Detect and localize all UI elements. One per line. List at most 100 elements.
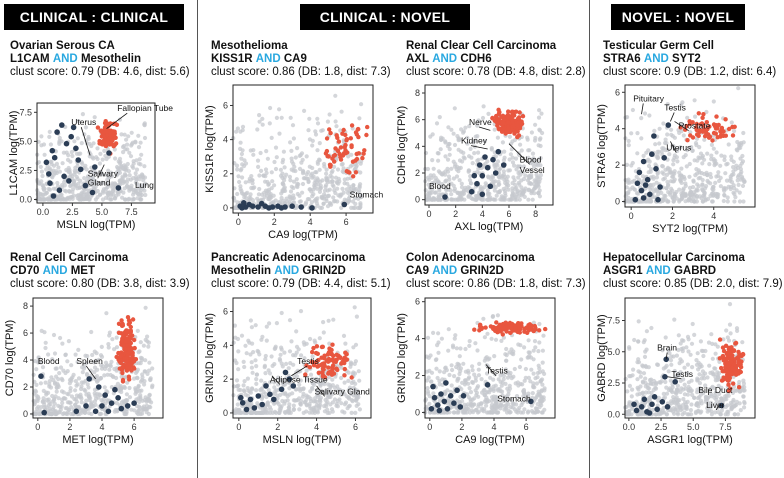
tumor-point [502,117,507,122]
normal-tissue-point [118,405,125,412]
normal-tissue-point [115,185,122,191]
background-point [317,141,322,146]
background-point [34,367,39,372]
background-point [242,158,247,163]
background-point [319,194,324,199]
background-point [56,403,61,408]
cluster-score: clust score: 0.79 (DB: 4.4, dist: 5.1) [211,278,391,290]
background-point [57,138,62,143]
background-point [135,328,140,333]
background-point [449,166,454,171]
background-point [136,133,141,138]
tumor-point [131,359,137,364]
background-point [254,372,259,377]
background-point [529,130,534,135]
background-point [506,408,511,414]
background-point [262,365,267,370]
background-point [138,162,143,167]
background-point [336,388,341,393]
y-tick-label: 2.5 [19,165,32,175]
normal-tissue-point [92,164,98,170]
tumor-point [327,346,332,351]
background-point [510,181,515,186]
background-point [453,197,458,202]
background-point [81,380,86,385]
x-tick-label: 4 [711,211,716,221]
tissue-annotation: Salivary Gland [315,386,371,396]
background-point [353,342,359,347]
normal-tissue-point [435,402,441,408]
background-point [532,178,537,183]
background-point [313,170,318,175]
background-point [463,369,468,374]
background-point [137,157,142,162]
background-point [234,129,239,134]
tissue-annotation: Blood [520,154,542,164]
background-point [307,402,312,407]
background-point [39,134,44,139]
background-point [91,141,96,146]
background-point [43,340,48,345]
background-point [521,191,526,196]
background-point [272,385,277,390]
background-point [85,191,90,196]
tumor-point [328,164,333,169]
background-point [501,186,506,192]
background-point [451,176,456,181]
background-point [668,378,673,383]
background-point [52,398,57,403]
tumor-point [132,345,137,351]
background-point [431,166,436,171]
background-point [529,367,534,372]
background-point [471,410,476,415]
background-point [139,388,144,393]
background-point [432,190,437,195]
tissue-annotation: Uterus [666,143,691,153]
background-point [112,366,117,372]
tumor-point [128,348,134,354]
background-point [142,164,147,169]
y-tick-label: 4 [223,340,228,350]
y-tick-label: 6 [23,328,28,338]
background-point [301,176,306,181]
normal-tissue-point [457,404,464,410]
x-tick-label: 6 [353,422,358,432]
tumor-point [128,336,133,341]
background-point [537,370,542,375]
background-point [532,138,538,143]
background-point [319,128,324,133]
background-point [72,139,77,144]
background-point [124,392,129,397]
tumor-point [127,377,132,382]
background-point [427,394,432,399]
background-point [353,196,358,201]
background-point [268,380,273,385]
normal-tissue-point [638,187,645,194]
background-point [113,156,118,161]
background-point [36,356,41,361]
tumor-point [349,123,355,128]
background-point [736,182,741,187]
background-point [350,371,355,377]
background-point [446,348,451,353]
background-point [73,184,78,189]
annotation-leader-line [508,143,530,165]
background-point [39,169,44,174]
background-point [702,157,707,162]
background-point [475,134,480,139]
tumor-point [320,366,326,371]
tumor-point [132,366,137,371]
background-point [80,161,85,166]
plot-frame [624,84,756,208]
tumor-point [500,332,505,337]
background-point [136,383,141,388]
background-point [294,387,299,392]
background-point [243,161,249,166]
tumor-point [338,145,344,150]
normal-tissue-point [447,393,454,399]
x-tick-label: 0 [236,217,241,227]
background-point [349,152,354,157]
tumor-point [711,130,717,136]
background-point [39,143,44,148]
background-point [710,199,715,204]
